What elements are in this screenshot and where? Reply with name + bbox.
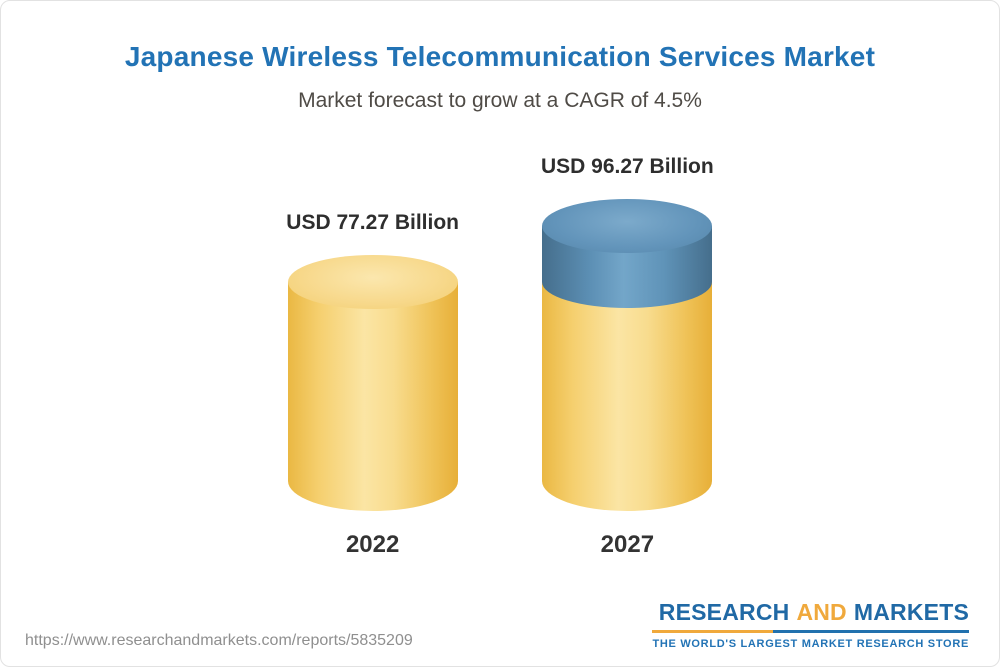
logo-word-research: RESEARCH — [658, 599, 790, 625]
category-label-2027: 2027 — [600, 531, 655, 558]
bar-2027-cylinder — [542, 199, 713, 511]
logo-divider-gold-segment — [652, 630, 773, 633]
logo-word-markets: MARKETS — [853, 599, 969, 625]
chart-title: Japanese Wireless Telecommunication Serv… — [124, 41, 876, 72]
chart-subtitle: Market forecast to grow at a CAGR of 4.5… — [298, 89, 702, 112]
logo-word-and: AND — [796, 599, 847, 625]
value-label-2022: USD 77.27 Billion — [286, 211, 459, 235]
category-label-2022: 2022 — [345, 531, 400, 558]
bar-2022-cylinder — [287, 255, 458, 511]
chart-header: Japanese Wireless Telecommunication Serv… — [1, 1, 999, 113]
logo-wordmark: RESEARCH AND MARKETS — [652, 601, 969, 624]
source-url: https://www.researchandmarkets.com/repor… — [25, 632, 413, 649]
researchandmarkets-logo: RESEARCH AND MARKETS THE WORLD'S LARGEST… — [652, 601, 969, 650]
bar-2022-top-cap — [287, 255, 458, 310]
bar-2027-top-cap — [542, 199, 713, 253]
logo-divider — [652, 630, 969, 633]
logo-divider-blue-segment — [772, 630, 969, 633]
bar-2022-body — [287, 282, 458, 511]
bar-column-2022: USD 77.27 Billion 2022 — [286, 211, 459, 559]
chart-area: USD 77.27 Billion 2022 USD 96.27 Billion… — [1, 155, 999, 559]
bar-2027-base-segment — [542, 282, 713, 511]
logo-tagline: THE WORLD'S LARGEST MARKET RESEARCH STOR… — [652, 638, 969, 650]
bar-column-2027: USD 96.27 Billion 2027 — [541, 155, 714, 559]
footer: https://www.researchandmarkets.com/repor… — [1, 601, 999, 666]
value-label-2027: USD 96.27 Billion — [541, 155, 714, 178]
